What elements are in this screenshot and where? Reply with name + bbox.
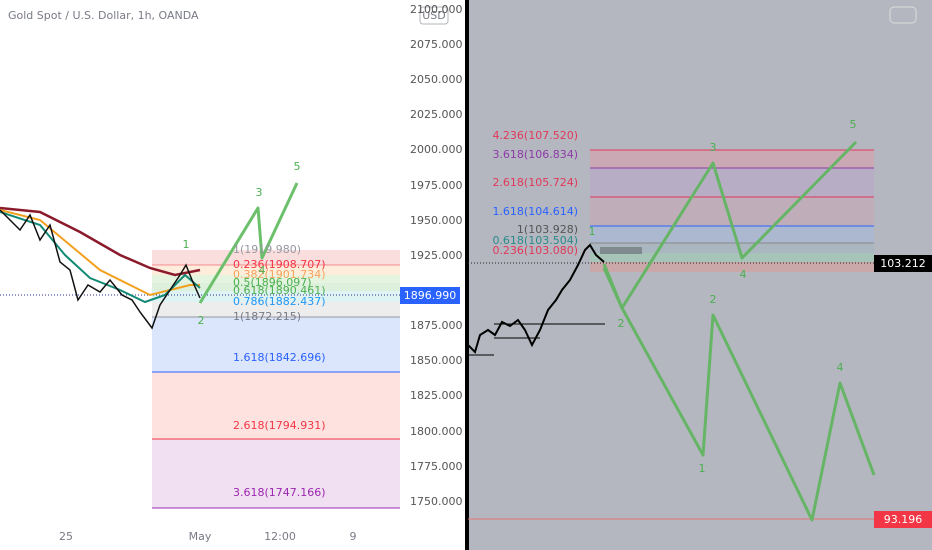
last-price: 103.212 bbox=[880, 257, 926, 270]
wave-label: 4 bbox=[837, 361, 844, 374]
fib-label: 0.786(1882.437) bbox=[233, 295, 326, 308]
wave-label: 2 bbox=[618, 317, 625, 330]
fib-label: 1(1872.215) bbox=[233, 310, 301, 323]
left-fib-zones bbox=[152, 250, 400, 509]
wave-label: 4 bbox=[740, 268, 747, 281]
wave-label: 1 bbox=[699, 462, 706, 475]
zone bbox=[590, 168, 874, 197]
price-axis-bg bbox=[400, 0, 465, 520]
zone bbox=[590, 226, 874, 243]
ma-slow bbox=[0, 206, 201, 277]
price-axis-label: 1800.000 bbox=[410, 425, 463, 438]
ma-fast bbox=[0, 211, 201, 304]
time-axis-label: 25 bbox=[59, 530, 73, 543]
zone bbox=[152, 291, 400, 302]
fib-label: 0.236(1908.707) bbox=[233, 258, 326, 271]
zone bbox=[152, 317, 400, 372]
price-axis-label: 2000.000 bbox=[410, 143, 463, 156]
fib-label: 0.5(1896.097) bbox=[233, 276, 312, 289]
zone bbox=[152, 265, 400, 275]
wave-label: 5 bbox=[850, 118, 857, 131]
price-axis-label: 1750.000 bbox=[410, 495, 463, 508]
currency: USD bbox=[422, 9, 446, 22]
price-axis-label: 1775.000 bbox=[410, 460, 463, 473]
wave-label: 1 bbox=[183, 238, 190, 251]
price-axis-label: 2100.000 bbox=[410, 3, 463, 16]
wave-label: 1 bbox=[589, 225, 596, 238]
price-axis-label: 2075.000 bbox=[410, 38, 463, 51]
bar-block bbox=[600, 247, 642, 254]
fib-label: 1.618(104.614) bbox=[492, 205, 578, 218]
chart-title: Gold Spot / U.S. Dollar, 1h, OANDA bbox=[8, 9, 199, 22]
target-price-box bbox=[874, 511, 932, 528]
zone bbox=[152, 275, 400, 283]
fib-label: 0.618(1890.461) bbox=[233, 284, 326, 297]
time-axis-label: May bbox=[189, 530, 212, 543]
zone bbox=[590, 253, 874, 262]
right-panel-bg bbox=[468, 0, 932, 550]
wave-label: 4 bbox=[259, 264, 266, 277]
price-axis-label: 1925.000 bbox=[410, 249, 463, 262]
wave-label: 3 bbox=[256, 186, 263, 199]
fib-label: 2.618(1794.931) bbox=[233, 419, 326, 432]
settings-button[interactable] bbox=[889, 6, 917, 24]
time-axis-label: 12:00 bbox=[264, 530, 296, 543]
last-price-box bbox=[400, 287, 460, 304]
fib-label: 1.618(1842.696) bbox=[233, 351, 326, 364]
price-axis-label: 1975.000 bbox=[410, 179, 463, 192]
price-axis-label: 1850.000 bbox=[410, 354, 463, 367]
zone bbox=[152, 283, 400, 291]
target-price: 93.196 bbox=[884, 513, 923, 526]
price-axis-label: 1950.000 bbox=[410, 214, 463, 227]
currency-box bbox=[419, 6, 449, 25]
zone bbox=[152, 372, 400, 439]
right-fib-zones bbox=[590, 149, 874, 272]
zone bbox=[152, 250, 400, 265]
last-price-box bbox=[874, 255, 932, 272]
wave-projection-down bbox=[602, 267, 876, 522]
zone bbox=[152, 439, 400, 508]
zone bbox=[590, 150, 874, 168]
price-line bbox=[0, 209, 201, 330]
price-axis-label: 1825.000 bbox=[410, 389, 463, 402]
divider bbox=[465, 0, 469, 550]
wave-projection bbox=[198, 182, 299, 304]
fib-label: 0.618(103.504) bbox=[492, 234, 578, 247]
price-axis-label: 2050.000 bbox=[410, 73, 463, 86]
wave-label: 2 bbox=[710, 293, 717, 306]
fib-label: 0.382(1901.734) bbox=[233, 268, 326, 281]
price-axis-label: 1875.000 bbox=[410, 319, 463, 332]
price-line bbox=[467, 243, 605, 354]
fib-label: 2.618(105.724) bbox=[492, 176, 578, 189]
time-axis-label: 9 bbox=[350, 530, 357, 543]
fib-label: 3.618(1747.166) bbox=[233, 486, 326, 499]
ma-mid bbox=[0, 209, 200, 297]
fib-label: 0.236(103.080) bbox=[492, 244, 578, 257]
zone bbox=[590, 243, 874, 253]
wave-label: 3 bbox=[710, 141, 717, 154]
zone bbox=[590, 262, 874, 272]
fib-label: 1(103.928) bbox=[517, 223, 578, 236]
zone bbox=[152, 302, 400, 317]
wave-label: 5 bbox=[294, 160, 301, 173]
fib-label: 3.618(106.834) bbox=[492, 148, 578, 161]
fib-label: 1(1919.980) bbox=[233, 243, 301, 256]
price-axis-label: 2025.000 bbox=[410, 108, 463, 121]
wave-label: 2 bbox=[198, 314, 205, 327]
fib-label: 4.236(107.520) bbox=[492, 129, 578, 142]
last-price: 1896.990 bbox=[404, 289, 457, 302]
